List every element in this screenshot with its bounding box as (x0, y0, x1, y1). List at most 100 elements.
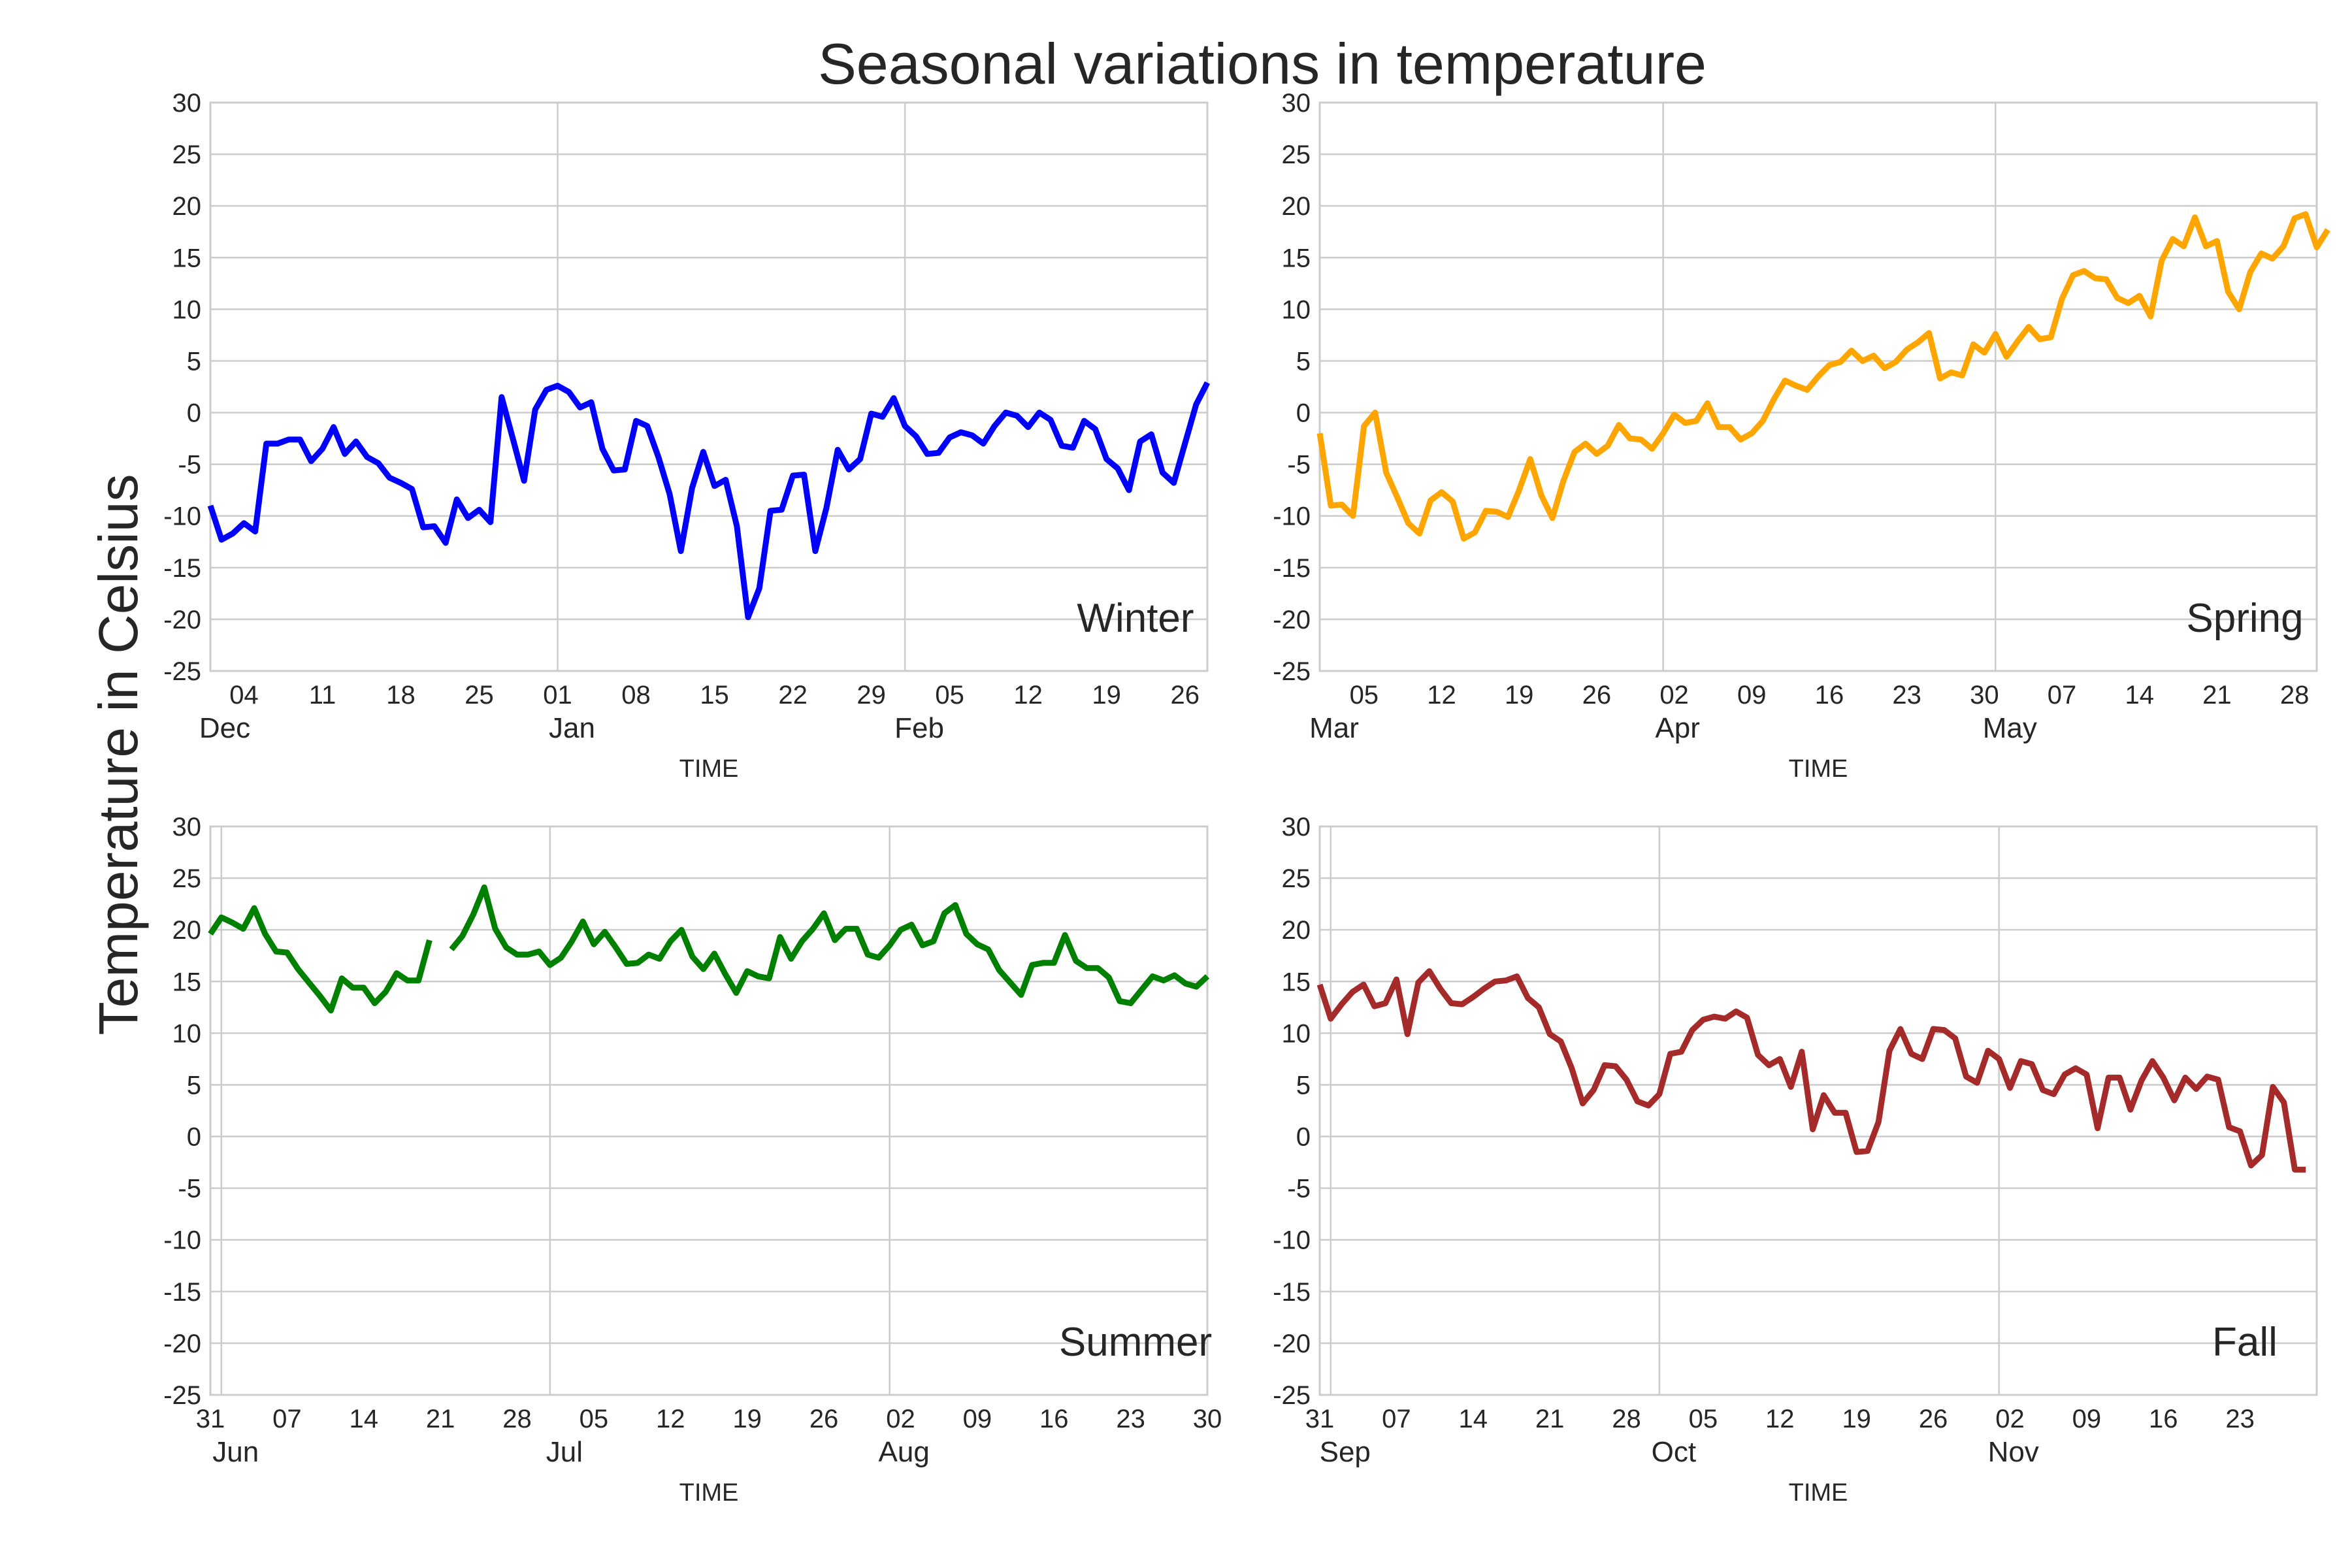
fall-ytick-label: 25 (1282, 864, 1311, 893)
fall-xtick-label: 19 (1842, 1405, 1871, 1433)
spring-ytick-label: 20 (1282, 192, 1311, 221)
fall-ytick-label: 15 (1282, 968, 1311, 996)
winter-month-label: Jan (549, 712, 595, 744)
winter-ytick-label: 30 (172, 89, 202, 118)
spring-ytick-label: 0 (1296, 399, 1311, 428)
summer-ytick-label: 10 (172, 1019, 202, 1048)
winter-month-label: Feb (894, 712, 944, 744)
summer-season-label: Summer (1059, 1320, 1212, 1365)
winter-series-line-0 (207, 381, 1211, 621)
fall-ytick-label: 0 (1296, 1123, 1311, 1152)
summer-ytick-label: 25 (172, 864, 202, 893)
spring-xtick-label: 23 (1892, 681, 1921, 710)
summer-xtick-label: 07 (272, 1405, 302, 1433)
summer-plot-frame (209, 825, 1209, 1396)
spring-ytick-label: -5 (1287, 451, 1311, 480)
winter-xtick-label: 15 (700, 681, 729, 710)
spring-series-line-0 (1316, 211, 2330, 542)
summer-ytick-label: 0 (187, 1123, 201, 1152)
spring-ytick-label: -25 (1273, 657, 1311, 686)
winter-ytick-label: 25 (172, 140, 202, 169)
winter-xtick-label: 25 (465, 681, 494, 710)
winter-ytick-label: -15 (163, 554, 201, 583)
summer-xtick-label: 19 (732, 1405, 762, 1433)
winter-ytick-label: -25 (163, 657, 201, 686)
fall-season-label: Fall (2212, 1320, 2278, 1365)
spring-xtick-label: 19 (1505, 681, 1534, 710)
spring-xtick-label: 21 (2202, 681, 2232, 710)
winter-ytick-label: 20 (172, 192, 202, 221)
fall-series-line-0 (1316, 968, 2306, 1173)
spring-season-label: Spring (2186, 596, 2303, 641)
winter-ytick-label: -5 (178, 451, 201, 480)
fall-xtick-label: 07 (1382, 1405, 1411, 1433)
figure-title: Seasonal variations in temperature (818, 31, 1707, 96)
spring-xtick-label: 09 (1737, 681, 1767, 710)
spring-month-label: May (1983, 712, 2037, 744)
summer-month-label: Aug (879, 1436, 930, 1468)
winter-xtick-label: 26 (1170, 681, 1200, 710)
summer-xtick-label: 26 (809, 1405, 839, 1433)
fall-xtick-label: 09 (2072, 1405, 2102, 1433)
spring-xtick-label: 12 (1427, 681, 1456, 710)
spring-xtick-label: 02 (1659, 681, 1689, 710)
spring-ytick-label: 25 (1282, 140, 1311, 169)
fall-xtick-label: 26 (1919, 1405, 1948, 1433)
winter-xtick-label: 19 (1092, 681, 1121, 710)
fall-xtick-label: 05 (1689, 1405, 1718, 1433)
spring-xtick-label: 28 (2280, 681, 2310, 710)
fall-xtick-label: 14 (1459, 1405, 1488, 1433)
winter-xtick-label: 01 (543, 681, 572, 710)
fall-ytick-label: 10 (1282, 1019, 1311, 1048)
spring-xaxis-title: TIME (1789, 755, 1848, 783)
spring-ytick-label: -15 (1273, 554, 1311, 583)
winter-xtick-label: 05 (935, 681, 964, 710)
fall-xtick-label: 02 (1995, 1405, 2025, 1433)
fall-xtick-label: 28 (1612, 1405, 1641, 1433)
summer-xtick-label: 31 (196, 1405, 225, 1433)
spring-xtick-label: 30 (1970, 681, 1999, 710)
fall-xtick-label: 16 (2149, 1405, 2178, 1433)
summer-ytick-label: -20 (163, 1330, 201, 1358)
winter-ytick-label: 0 (187, 399, 201, 428)
spring-ytick-label: -20 (1273, 606, 1311, 634)
summer-ytick-label: -25 (163, 1381, 201, 1410)
summer-series-line-1 (449, 884, 1210, 1006)
fall-ytick-label: -25 (1273, 1381, 1311, 1410)
fall-ytick-label: 30 (1282, 813, 1311, 841)
fall-month-label: Sep (1320, 1436, 1371, 1468)
spring-xtick-label: 07 (2048, 681, 2077, 710)
fall-ytick-label: 20 (1282, 916, 1311, 945)
figure-ylabel: Temperature in Celsius (88, 474, 149, 1035)
summer-month-label: Jun (212, 1436, 259, 1468)
winter-ytick-label: -10 (163, 502, 201, 531)
spring-xtick-label: 14 (2125, 681, 2154, 710)
summer-xtick-label: 21 (426, 1405, 455, 1433)
summer-ytick-label: 15 (172, 968, 202, 996)
winter-xtick-label: 08 (621, 681, 651, 710)
summer-ytick-label: 30 (172, 813, 202, 841)
fall-month-label: Nov (1988, 1436, 2039, 1468)
summer-xtick-label: 16 (1039, 1405, 1069, 1433)
winter-xtick-label: 29 (857, 681, 886, 710)
fall-month-label: Oct (1652, 1436, 1696, 1468)
summer-ytick-label: -10 (163, 1226, 201, 1255)
winter-season-label: Winter (1077, 596, 1194, 641)
spring-xtick-label: 26 (1582, 681, 1612, 710)
spring-ytick-label: 5 (1296, 347, 1311, 376)
winter-xaxis-title: TIME (679, 755, 739, 783)
fall-plot-frame (1318, 825, 2318, 1396)
spring-xtick-label: 05 (1350, 681, 1379, 710)
summer-xtick-label: 23 (1116, 1405, 1145, 1433)
winter-xtick-label: 12 (1013, 681, 1043, 710)
winter-ytick-label: 5 (187, 347, 201, 376)
summer-xaxis-title: TIME (679, 1479, 739, 1507)
summer-ytick-label: -5 (178, 1175, 201, 1203)
spring-xtick-label: 16 (1815, 681, 1844, 710)
summer-xtick-label: 14 (350, 1405, 379, 1433)
